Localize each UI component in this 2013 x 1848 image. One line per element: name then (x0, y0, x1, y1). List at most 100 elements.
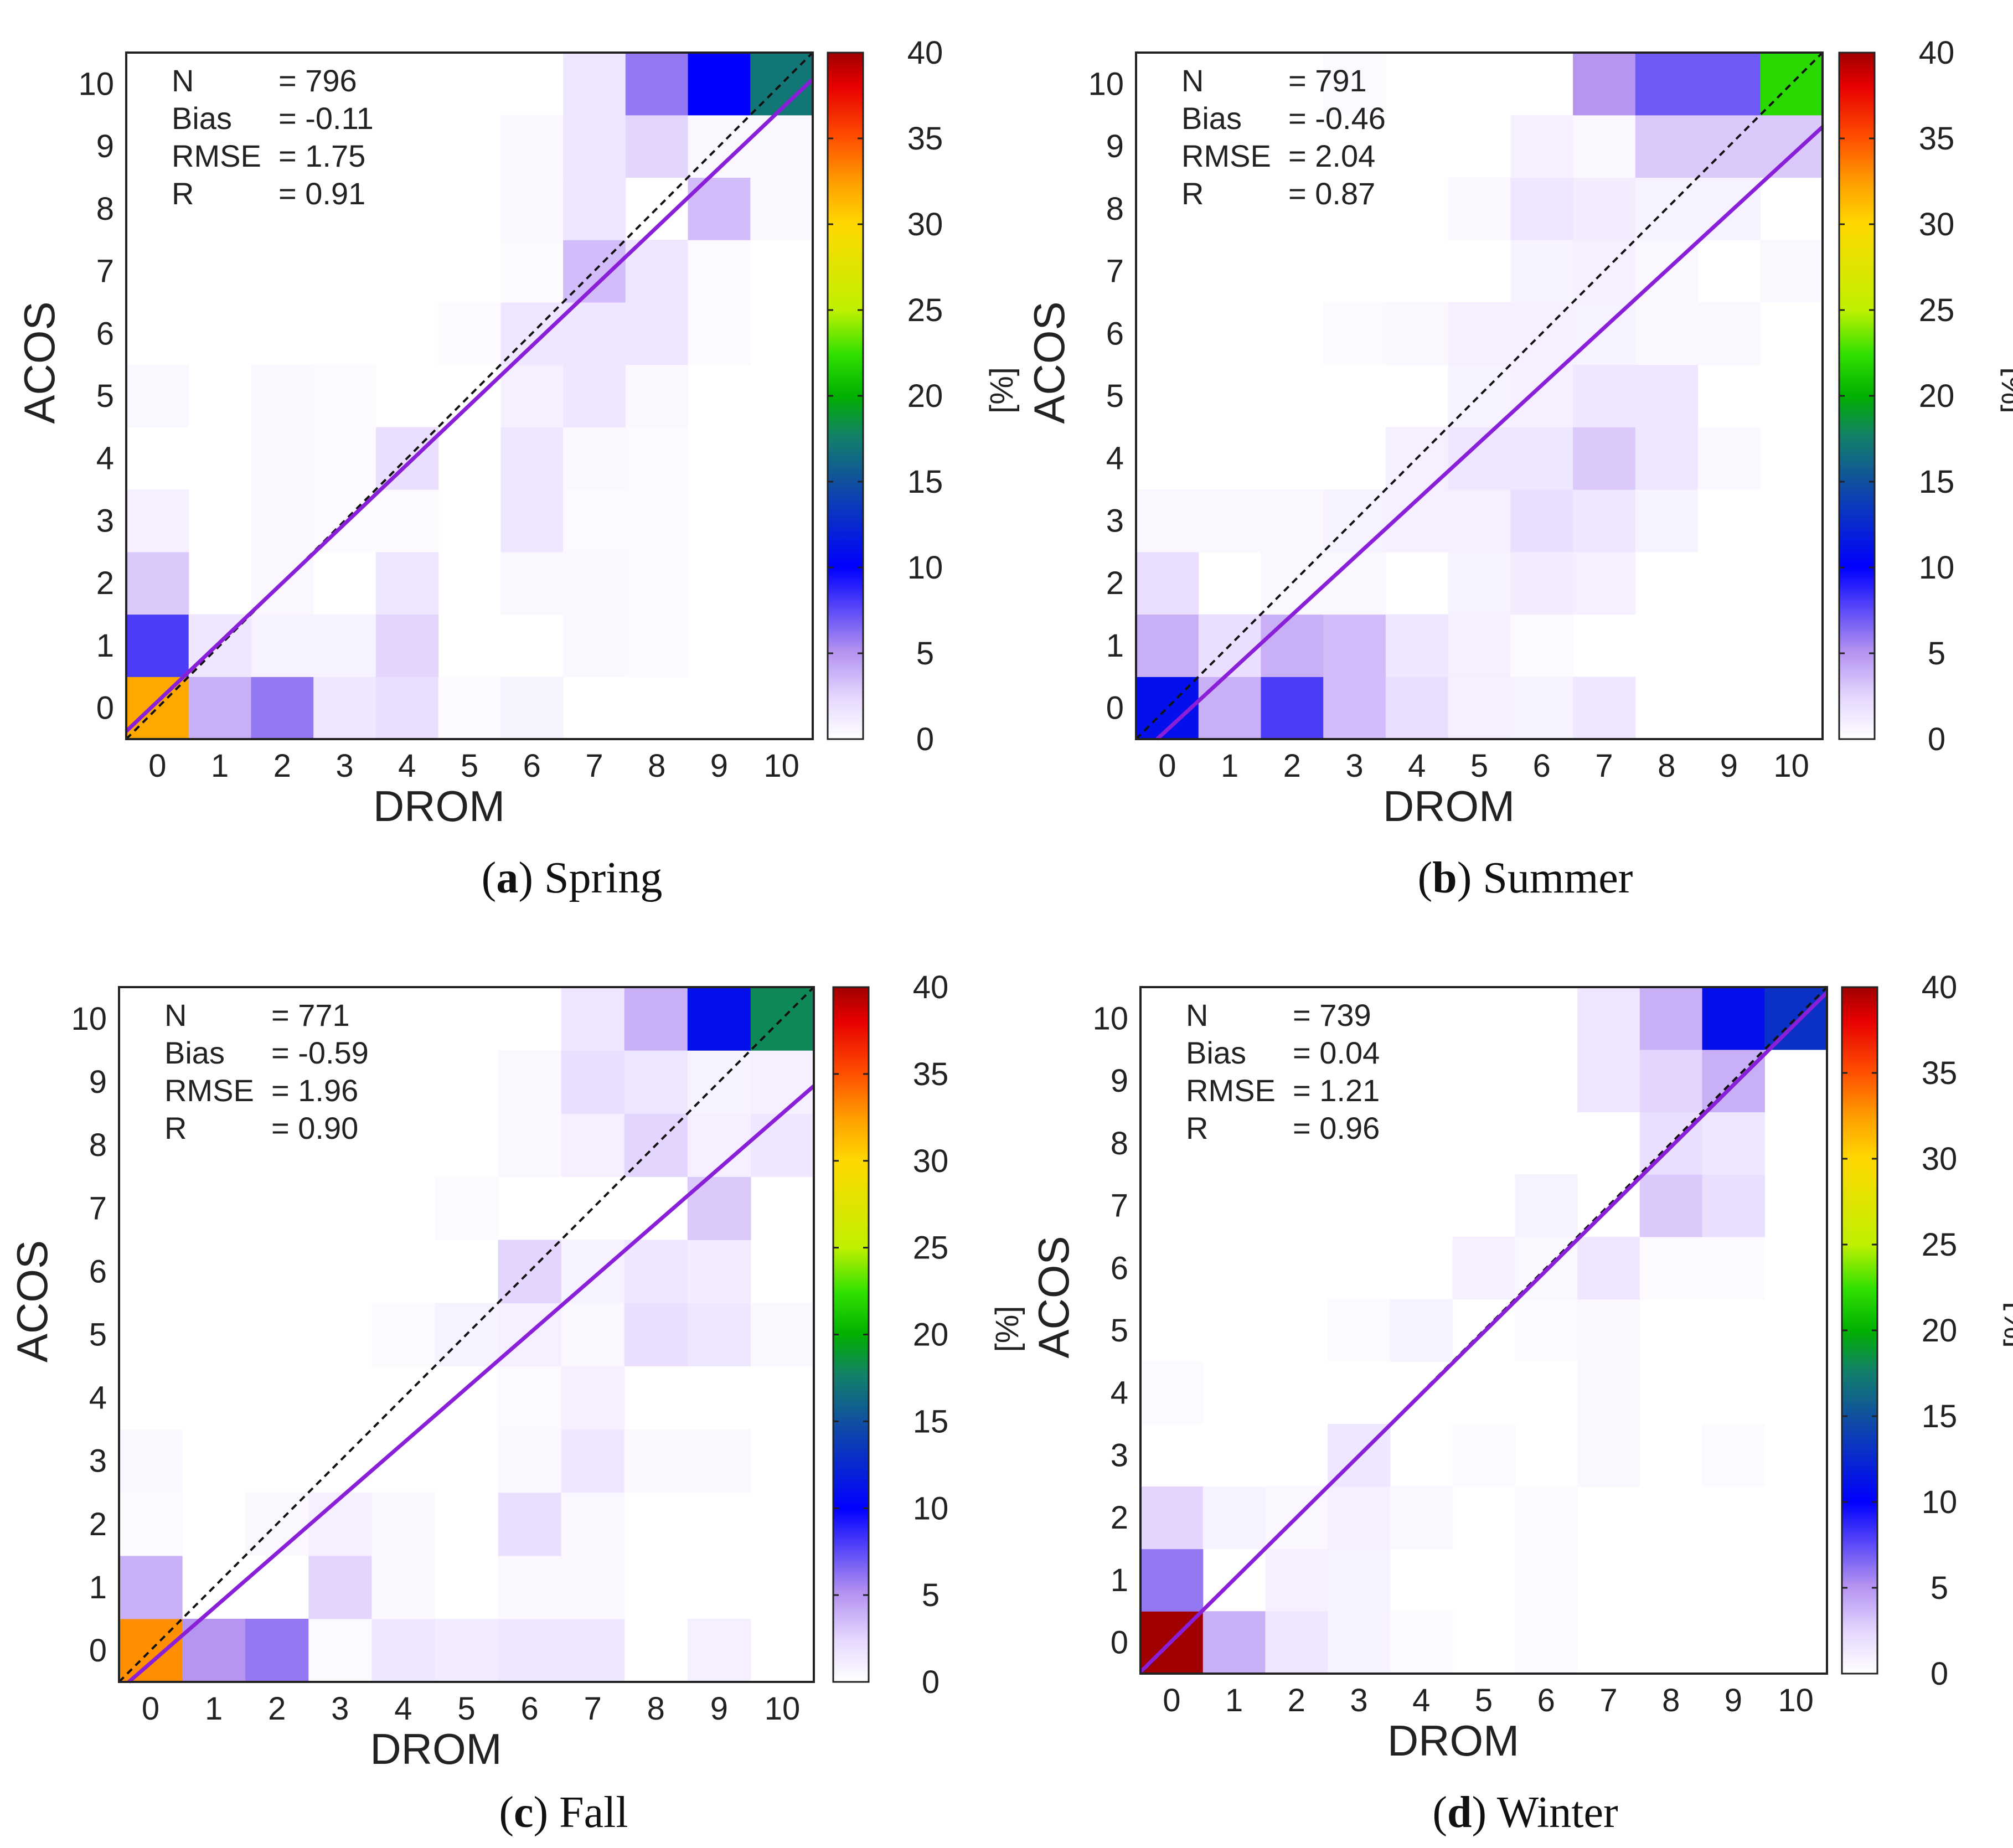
colorbar-tick-label: 35 (1919, 121, 1955, 157)
heatmap-cell (119, 1429, 183, 1493)
heatmap-cell (1697, 427, 1761, 490)
heatmap-cell (375, 677, 439, 740)
stat-r-value: = 0.87 (1288, 176, 1375, 211)
colorbar-tick-label: 20 (913, 1317, 949, 1353)
heatmap-cell (1328, 1486, 1391, 1550)
heatmap-cell (687, 1240, 751, 1304)
heatmap-cell (561, 1366, 625, 1430)
heatmap-cell (313, 364, 376, 427)
heatmap-cell (1448, 677, 1511, 740)
colorbar-tick-label: 35 (1922, 1055, 1958, 1091)
colorbar-tick-label: 0 (1928, 721, 1945, 757)
colorbar-tick-label: 40 (913, 969, 949, 1005)
x-tick-label: 7 (1599, 1682, 1617, 1718)
heatmap-cell (687, 987, 751, 1051)
stat-rmse-value: = 1.75 (278, 138, 365, 173)
colorbar-label: [%] (989, 1306, 1025, 1353)
heatmap-cell (119, 1555, 183, 1619)
y-tick-label: 2 (96, 565, 114, 601)
heatmap-cell (375, 614, 439, 677)
heatmap-cell (561, 1240, 625, 1304)
y-tick-label: 4 (1106, 441, 1124, 477)
y-tick-label: 10 (1092, 1000, 1128, 1036)
heatmap-cell (1390, 1486, 1453, 1550)
y-tick-label: 1 (1111, 1562, 1128, 1598)
stat-n-label: N (172, 63, 194, 98)
heatmap-cell (750, 1050, 814, 1114)
stat-r-value: = 0.96 (1293, 1111, 1380, 1145)
y-tick-label: 10 (1088, 66, 1124, 102)
colorbar-tick-label: 0 (1931, 1656, 1948, 1692)
heatmap-cell (1202, 1611, 1266, 1674)
x-tick-label: 0 (142, 1691, 159, 1727)
colorbar-tick-label: 20 (907, 378, 943, 414)
x-tick-label: 8 (648, 748, 665, 784)
regression-line (127, 1084, 815, 1684)
colorbar-tick-label: 30 (907, 207, 943, 242)
heatmap-cell (625, 302, 689, 365)
x-tick-label: 5 (461, 748, 478, 784)
x-tick-label: 1 (205, 1691, 223, 1727)
colorbar-tick-label: 5 (1928, 636, 1945, 672)
stat-r-label: R (164, 1111, 187, 1145)
heatmap-cell (1510, 240, 1573, 303)
heatmap-cell (750, 1113, 814, 1177)
heatmap-cell (561, 1555, 625, 1619)
stat-n-value: = 771 (271, 998, 350, 1033)
heatmap-cell (245, 1618, 309, 1682)
x-tick-label: 4 (1412, 1682, 1430, 1718)
heatmap-cell (126, 551, 189, 615)
stat-bias-label: Bias (1186, 1035, 1246, 1070)
stat-bias-value: = 0.04 (1293, 1035, 1380, 1070)
heatmap-cell (251, 489, 314, 553)
heatmap-cell (1385, 614, 1449, 677)
heatmap-cell (1261, 677, 1324, 740)
heatmap-cell (371, 1492, 436, 1556)
colorbar-label: [%] (984, 367, 1020, 414)
stat-rmse-label: RMSE (172, 138, 261, 173)
colorbar-tick-label: 10 (1919, 550, 1955, 586)
heatmap-cell (1573, 677, 1636, 740)
stat-rmse-value: = 1.21 (1293, 1073, 1380, 1108)
heatmap-cell (624, 1050, 688, 1114)
heatmap-cell (1448, 614, 1511, 677)
colorbar-tick-label: 15 (1919, 464, 1955, 500)
panel-summer: 0 1 2 3 4 5 6 7 8 9 10 0 1 2 3 4 5 6 7 8 9 10 DROM ACOS N = 791 Bi… (1025, 35, 2013, 902)
heatmap-cell (1136, 489, 1199, 553)
y-tick-label: 3 (96, 503, 114, 539)
heatmap-cell (1639, 1174, 1703, 1237)
plot-frame (1135, 51, 1824, 740)
heatmap-cell (688, 53, 751, 116)
heatmap-cell (563, 302, 626, 365)
heatmap-cell (687, 1618, 751, 1682)
plot-frame (1139, 986, 1828, 1675)
y-tick-label: 7 (89, 1190, 107, 1226)
y-tick-label: 5 (96, 378, 114, 414)
heatmap-cell (251, 677, 314, 740)
colorbar-tick-label: 25 (907, 292, 943, 328)
stat-bias-label: Bias (164, 1035, 225, 1070)
heatmap-cell (1510, 427, 1573, 490)
y-tick-label: 5 (89, 1317, 107, 1353)
heatmap-cell (1385, 677, 1449, 740)
heatmap-cell (624, 1429, 688, 1493)
x-tick-label: 4 (398, 748, 416, 784)
heatmap-cell (561, 1113, 625, 1177)
heatmap-cell (498, 1492, 562, 1556)
colorbar-tick-label: 25 (1919, 292, 1955, 328)
one-to-one-line (118, 986, 815, 1683)
heatmap-cell (1639, 987, 1703, 1050)
heatmap-cell (126, 364, 189, 427)
y-tick-label: 2 (89, 1506, 107, 1542)
x-axis-label: DROM (1387, 1716, 1519, 1765)
stat-bias-value: = -0.46 (1288, 101, 1386, 136)
panel-caption: (d) Winter (1432, 1788, 1618, 1837)
heatmap-cell (1140, 1361, 1204, 1424)
heatmap-cell (624, 1303, 688, 1367)
y-tick-label: 9 (1106, 128, 1124, 164)
colorbar-label: [%] (1995, 367, 2013, 414)
heatmap-cell (251, 427, 314, 490)
heatmap-cell (1261, 489, 1324, 553)
x-tick-label: 5 (457, 1691, 475, 1727)
